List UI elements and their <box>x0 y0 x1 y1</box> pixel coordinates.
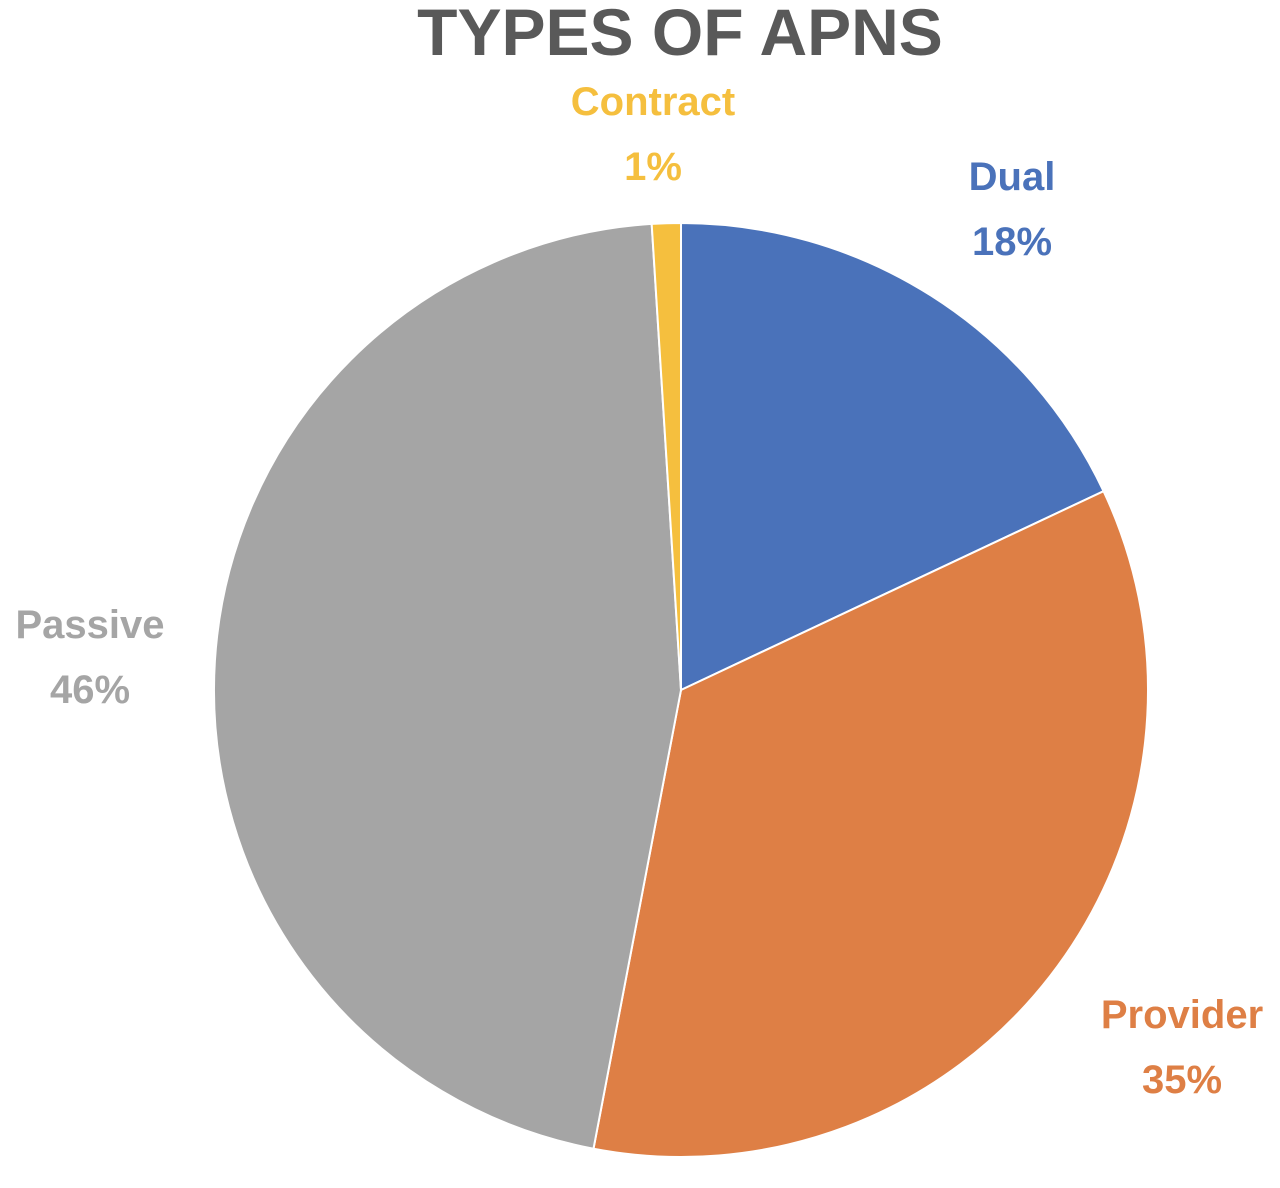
pie-slice-passive <box>212 222 683 1150</box>
slice-label-passive: Passive <box>15 603 164 647</box>
slice-percent-provider: 35% <box>1142 1058 1222 1102</box>
pie-slice-provider <box>592 489 1149 1159</box>
slice-percent-dual: 18% <box>972 220 1052 264</box>
pie-slice-dual <box>680 221 1105 692</box>
pie-slices <box>212 221 1149 1159</box>
chart-title: TYPES OF APNS <box>417 0 943 69</box>
slice-label-contract: Contract <box>571 80 735 124</box>
pie-slice-contract <box>650 221 682 691</box>
slice-percent-passive: 46% <box>50 668 130 712</box>
slice-label-dual: Dual <box>969 155 1056 199</box>
slice-label-provider: Provider <box>1101 993 1263 1037</box>
slice-labels: Dual 18% Provider 35% Passive 46% Contract 1% <box>15 80 1263 1102</box>
slice-percent-contract: 1% <box>624 145 682 189</box>
